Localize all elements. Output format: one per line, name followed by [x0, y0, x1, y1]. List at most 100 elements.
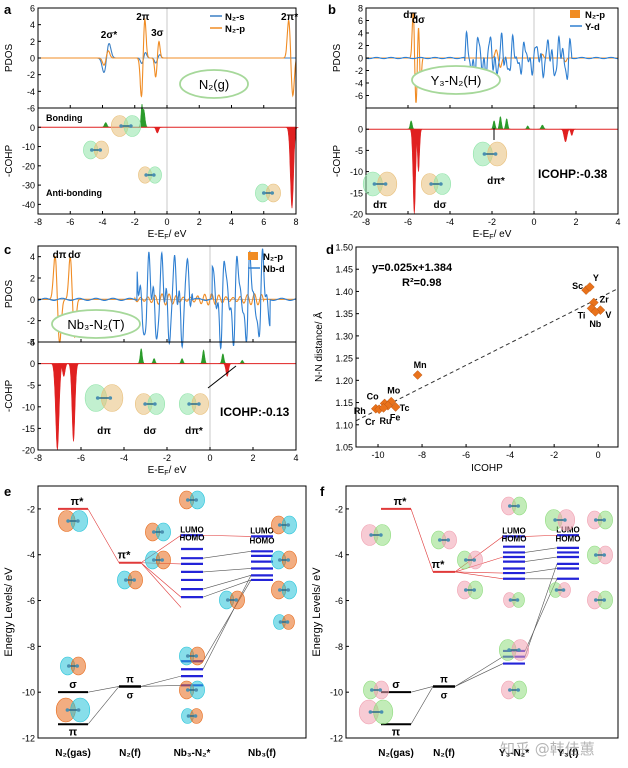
- pdos-curve-d: [366, 30, 618, 81]
- xlabel: E-EF/ eV: [148, 229, 187, 241]
- mo-orbital-10-atom: [286, 523, 291, 527]
- mo-orbital-4-atom: [472, 588, 477, 592]
- orbital-a4-atom: [270, 191, 275, 195]
- energy-y-tick-label: -4: [335, 550, 343, 560]
- mo-orbital-5-atom: [152, 558, 156, 562]
- cohp-y-tick-label: 0: [358, 125, 363, 135]
- mo-orbital-12-atom: [594, 598, 598, 602]
- column-label: Nb₃(f): [248, 748, 276, 759]
- scatter-y-tick-label: 1.20: [335, 376, 353, 386]
- energy-ylabel: Energy Levels/ eV: [311, 567, 323, 657]
- mo-orbital-10-atom: [602, 518, 606, 522]
- pdos-curve-d: [38, 248, 297, 350]
- cohp-axes: [37, 341, 297, 451]
- cohp-x-tick-label: -2: [163, 453, 171, 463]
- cohp-x-tick-label: 4: [293, 453, 298, 463]
- point-label-V: V: [605, 310, 611, 320]
- column-label: N₂(gas): [378, 748, 414, 759]
- system-label: N₂(g): [199, 77, 229, 92]
- energy-y-tick-label: -10: [22, 688, 35, 698]
- cohp-ylabel: -COHP: [4, 145, 15, 178]
- scatter-y-tick-label: 1.05: [335, 443, 353, 453]
- cohp-x-tick-label: -8: [362, 217, 370, 227]
- panel-label-b: b: [328, 2, 336, 17]
- pdos-y-tick-label: -6: [355, 91, 363, 101]
- panel-label-d: d: [326, 242, 334, 257]
- pdos-y-tick-label: 2: [30, 274, 35, 284]
- mo-orbital-5-atom: [160, 558, 164, 562]
- cohp-y-tick-label: -20: [22, 446, 35, 456]
- label-film-sigma: σ: [127, 690, 134, 701]
- cohp-x-tick-label: 2: [573, 217, 578, 227]
- data-point-Fe: [383, 400, 393, 411]
- orbital-b2-atom: [439, 182, 443, 186]
- pdos-ylabel: PDOS: [4, 280, 15, 309]
- orbital-b3-atom: [493, 152, 498, 156]
- mo-orbital-1-atom: [378, 688, 383, 692]
- scatter-x-tick-label: -10: [372, 450, 385, 460]
- scatter-x-tick-label: -8: [418, 450, 426, 460]
- correlation-line: [454, 571, 504, 574]
- correlation-line: [202, 534, 252, 537]
- correlation-line: [140, 562, 182, 608]
- scatter-x-tick-label: -6: [462, 450, 470, 460]
- orbital-b3-atom: [482, 152, 487, 156]
- mo-orbital-11-atom: [594, 553, 598, 557]
- orbital-label: dπ: [97, 426, 111, 437]
- scatter-x-tick-label: -4: [506, 450, 514, 460]
- correlation-line: [87, 686, 120, 725]
- pdos-y-tick-label: 6: [30, 4, 35, 14]
- orbital-a3-atom: [152, 173, 156, 177]
- orbital-a2-atom: [98, 148, 102, 152]
- icohp-label: ICOHP:-0.38: [538, 167, 608, 181]
- cohp-y-tick-label: 5: [30, 338, 35, 348]
- cohp-peak: [218, 353, 228, 364]
- label-film-pi: π: [126, 674, 134, 685]
- point-label-Rh: Rh: [354, 406, 366, 416]
- cohp-ylabel: -COHP: [332, 145, 343, 178]
- peak-label: dσ: [412, 15, 425, 26]
- icohp-label: ICOHP:-0.13: [220, 405, 290, 419]
- mo-orbital-2-atom: [368, 710, 373, 714]
- correlation-line: [202, 579, 252, 598]
- column-label: Y₃-N₂*: [499, 748, 529, 759]
- cohp-x-tick-label: 4: [615, 217, 620, 227]
- correlation-line: [202, 575, 252, 670]
- annotation-antibonding: Anti-bonding: [46, 188, 102, 198]
- scatter-x-tick-label: -2: [550, 450, 558, 460]
- orbital-b2-atom: [429, 182, 433, 186]
- peak-label: dπ: [403, 10, 417, 21]
- cohp-x-tick-label: 0: [207, 453, 212, 463]
- orbital-b1-atom: [372, 182, 377, 186]
- orbital-c1-atom: [108, 396, 113, 400]
- cohp-y-tick-label: 0: [30, 359, 35, 369]
- correlation-line: [524, 547, 558, 553]
- annotation-bonding: Bonding: [46, 113, 83, 123]
- cohp-peak: [559, 128, 572, 143]
- energy-y-tick-label: -12: [22, 734, 35, 744]
- peak-label: 2σ*: [101, 30, 117, 41]
- pdos-y-tick-label: 8: [358, 4, 363, 14]
- mo-orbital-7-atom: [194, 654, 198, 658]
- pdos-ylabel: PDOS: [4, 44, 15, 73]
- column-label: N₂(f): [433, 748, 455, 759]
- data-point-Tc: [390, 402, 401, 412]
- mo-orbital-2-atom: [65, 708, 70, 712]
- orbital-label: dπ*: [487, 176, 505, 187]
- label-gas-pi: π: [69, 726, 78, 738]
- peak-label: 2π*: [281, 12, 298, 23]
- energy-y-tick-label: -6: [335, 596, 343, 606]
- correlation-line: [524, 568, 558, 574]
- cohp-x-tick-label: 2: [197, 217, 202, 227]
- label-gas-pistar: π*: [394, 496, 407, 508]
- cohp-x-tick-label: -6: [66, 217, 74, 227]
- orbital-label: dσ: [434, 200, 447, 211]
- peak-label: dπ: [53, 250, 67, 261]
- correlation-line: [454, 663, 504, 687]
- cohp-x-tick-label: -6: [77, 453, 85, 463]
- point-label-Mo: Mo: [387, 386, 400, 396]
- mo-orbital-1-atom: [67, 664, 71, 668]
- orbital-a1-atom: [119, 124, 123, 128]
- scatter-ylabel: N-N distance/ Å: [312, 312, 325, 382]
- mo-orbital-5-atom: [464, 558, 468, 562]
